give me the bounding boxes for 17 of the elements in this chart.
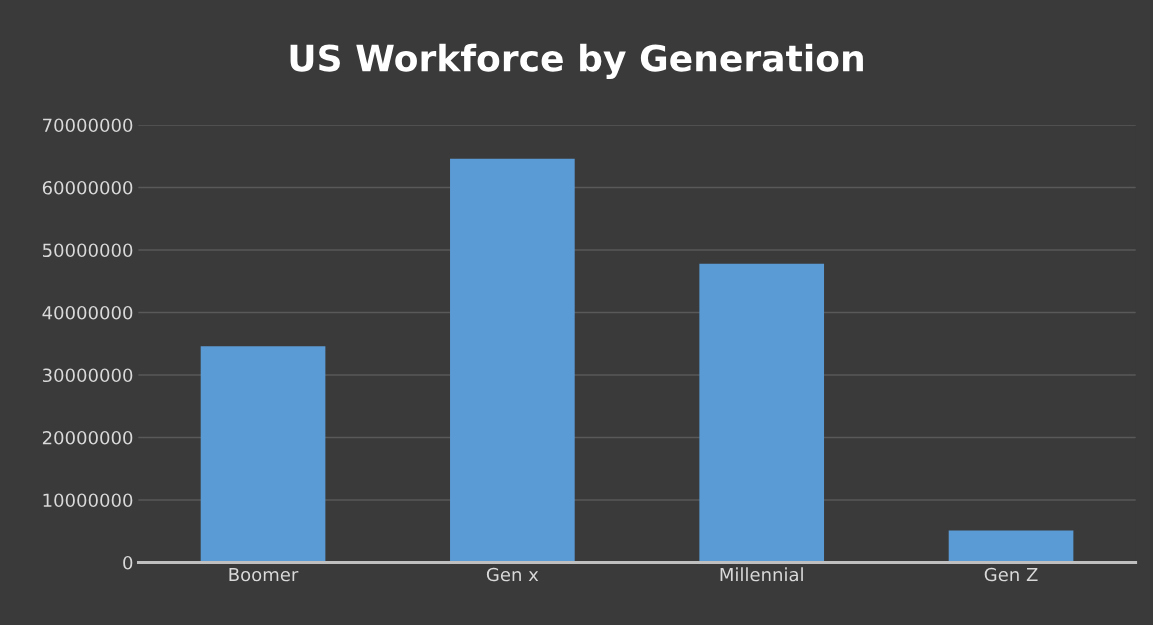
- y-tick-label: 30000000: [42, 368, 133, 383]
- y-tick-label: 50000000: [42, 243, 133, 258]
- bar: [450, 158, 575, 563]
- y-tick-label: 60000000: [42, 180, 133, 195]
- y-tick-label: 0: [123, 555, 133, 570]
- bar: [200, 346, 326, 563]
- y-tick-label: 40000000: [42, 305, 133, 320]
- x-tick-label: Millennial: [720, 567, 803, 582]
- chart-title: US Workforce by Generation: [290, 43, 863, 79]
- y-tick-label: 10000000: [43, 493, 133, 508]
- y-tick-label: 70000000: [43, 118, 133, 133]
- x-tick-label: Boomer: [229, 567, 299, 582]
- y-tick-label: 20000000: [42, 430, 133, 445]
- x-tick-label: Gen Z: [984, 567, 1038, 582]
- x-tick-label: Gen x: [486, 567, 539, 582]
- bar: [948, 530, 1074, 563]
- bar: [699, 263, 825, 563]
